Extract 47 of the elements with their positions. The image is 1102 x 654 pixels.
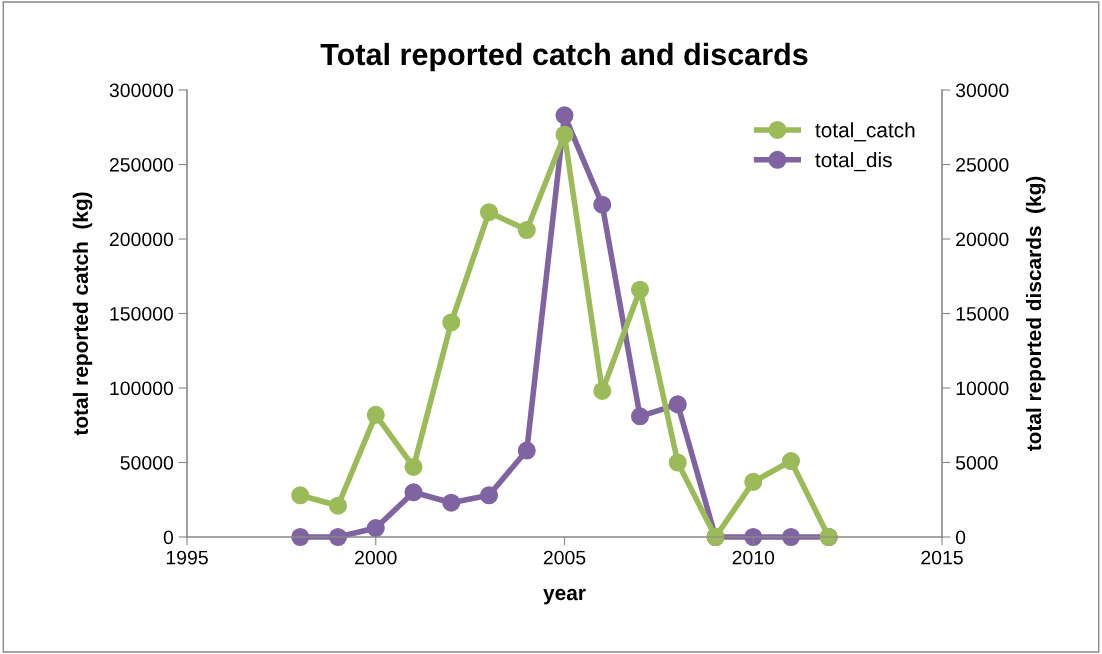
y-axis-title: total reported catch (kg) <box>72 192 93 436</box>
y-tick-label: 200000 <box>109 232 174 247</box>
point <box>328 496 348 515</box>
point <box>404 483 423 502</box>
x-tick-label: 1995 <box>166 550 208 565</box>
point <box>517 221 536 240</box>
y-tick-label: 250000 <box>109 157 174 172</box>
y-tick-label: 100000 <box>110 381 174 396</box>
y-tick-label: 50000 <box>120 455 174 470</box>
y2-tick-label: 30000 <box>955 83 1009 98</box>
y2-tick-label: 0 <box>955 530 966 545</box>
point <box>479 486 499 505</box>
point <box>781 451 801 471</box>
x-tick-label: 2015 <box>921 550 963 565</box>
point <box>668 453 687 472</box>
point <box>555 125 574 144</box>
point <box>479 203 499 222</box>
point <box>442 493 461 512</box>
x-tick-label: 2005 <box>543 550 586 565</box>
legend-label: total_dis <box>815 152 892 172</box>
point <box>517 441 536 460</box>
point <box>555 106 574 125</box>
y2-tick-label: 20000 <box>956 232 1009 247</box>
y2-tick-label: 10000 <box>956 381 1009 396</box>
point <box>668 395 687 414</box>
point <box>593 195 612 214</box>
legend-label: total_catch <box>815 122 915 142</box>
y2-tick-label: 5000 <box>955 455 998 470</box>
x-tick-label: 2010 <box>732 550 775 565</box>
y-tick-label: 300000 <box>109 83 174 98</box>
point <box>366 519 385 538</box>
x-tick-label: 2000 <box>355 550 397 565</box>
y2-tick-label: 25000 <box>956 157 1009 172</box>
point <box>404 457 423 476</box>
point <box>630 407 650 426</box>
point <box>291 486 310 505</box>
y-tick-label: 0 <box>163 530 174 545</box>
point <box>366 405 385 424</box>
y2-axis-title: total reported discards (kg) <box>1025 176 1046 451</box>
x-axis-title: year <box>543 588 586 605</box>
chart-title: Total reported catch and discards <box>320 42 808 72</box>
point <box>630 280 650 299</box>
y-tick-label: 150000 <box>110 306 174 321</box>
point <box>744 472 763 491</box>
point <box>442 313 461 332</box>
point <box>593 381 612 401</box>
y2-tick-label: 15000 <box>956 306 1009 321</box>
